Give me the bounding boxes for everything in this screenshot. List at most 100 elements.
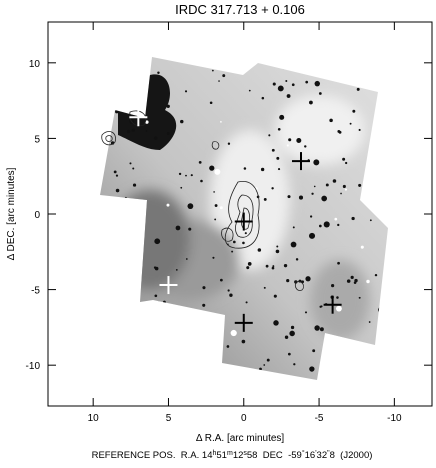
star xyxy=(126,129,131,134)
star xyxy=(344,345,347,347)
star xyxy=(261,96,265,100)
star xyxy=(222,74,226,78)
star xyxy=(214,218,217,221)
y-tick-label: 0 xyxy=(34,210,40,221)
star xyxy=(342,184,346,189)
star xyxy=(230,329,237,337)
star xyxy=(183,307,185,310)
star xyxy=(268,134,271,137)
star xyxy=(196,349,199,351)
source-marker xyxy=(323,295,342,314)
star xyxy=(185,174,187,177)
chart-title: IRDC 317.713 + 0.106 xyxy=(175,2,305,17)
star xyxy=(202,286,206,290)
star xyxy=(311,192,314,195)
star xyxy=(332,179,337,183)
star xyxy=(157,71,160,74)
star xyxy=(312,349,316,353)
star xyxy=(245,301,248,304)
star xyxy=(212,69,214,72)
star xyxy=(185,258,188,260)
footer-part: ' xyxy=(315,450,316,457)
star xyxy=(118,85,121,88)
star xyxy=(231,250,234,253)
source-marker xyxy=(129,108,148,127)
star xyxy=(136,307,139,310)
star xyxy=(175,225,181,231)
star xyxy=(104,83,109,87)
star xyxy=(361,61,365,65)
star xyxy=(285,79,288,82)
star xyxy=(360,245,364,249)
star xyxy=(284,335,289,339)
star xyxy=(366,279,370,284)
footer-part: 8 (J2000) xyxy=(330,450,373,461)
star xyxy=(227,142,231,145)
footer-part: " xyxy=(327,450,330,457)
star xyxy=(279,114,285,120)
star xyxy=(247,262,252,266)
star xyxy=(206,356,210,359)
star xyxy=(128,221,135,228)
star xyxy=(313,159,320,166)
star xyxy=(106,127,110,131)
star xyxy=(213,191,215,193)
y-tick-label: -10 xyxy=(26,361,41,372)
star xyxy=(391,263,395,267)
star xyxy=(340,192,342,195)
star xyxy=(352,109,356,113)
star xyxy=(290,325,295,330)
star xyxy=(291,83,295,87)
star xyxy=(100,239,101,242)
star xyxy=(164,374,169,379)
star xyxy=(334,217,338,221)
star xyxy=(337,129,341,133)
star xyxy=(93,164,98,169)
star xyxy=(163,354,166,357)
star xyxy=(282,66,285,70)
star xyxy=(136,356,140,361)
star xyxy=(339,373,343,378)
star xyxy=(97,94,100,97)
star xyxy=(273,59,278,64)
star xyxy=(109,210,112,213)
footer-part: 32 xyxy=(317,450,328,461)
star xyxy=(246,266,250,270)
x-tick-label: 10 xyxy=(88,413,100,424)
star xyxy=(214,168,221,175)
star xyxy=(209,101,213,105)
star xyxy=(296,138,302,144)
star xyxy=(359,347,366,354)
star xyxy=(377,113,381,117)
x-tick-label: -5 xyxy=(315,413,324,424)
star xyxy=(292,226,295,229)
star xyxy=(309,366,315,372)
star xyxy=(154,238,161,245)
star xyxy=(209,165,215,171)
star xyxy=(340,372,345,376)
star xyxy=(325,183,329,187)
star xyxy=(293,57,297,58)
footer-part: s xyxy=(243,450,247,457)
star xyxy=(226,378,230,380)
star xyxy=(298,195,304,200)
star xyxy=(271,148,275,152)
star xyxy=(154,266,159,271)
star xyxy=(337,261,340,265)
star xyxy=(344,188,347,191)
star xyxy=(229,293,233,297)
star xyxy=(295,258,299,261)
star xyxy=(243,167,247,170)
star xyxy=(242,241,245,245)
star xyxy=(304,311,308,314)
star xyxy=(124,196,127,199)
star xyxy=(304,145,307,148)
star xyxy=(346,279,351,283)
star xyxy=(153,136,158,140)
star xyxy=(263,197,267,201)
star xyxy=(337,368,344,375)
star xyxy=(272,265,275,268)
star xyxy=(130,71,133,74)
star xyxy=(263,286,266,289)
